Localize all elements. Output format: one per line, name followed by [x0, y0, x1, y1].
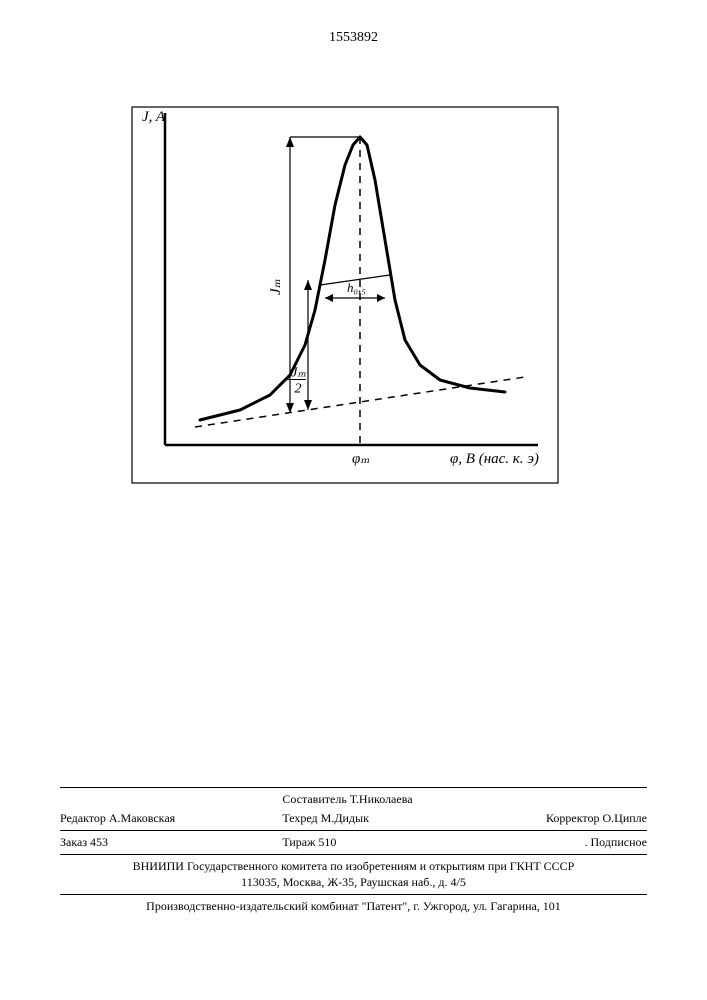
svg-text:Jₘ: Jₘ: [291, 366, 306, 381]
org-line1: ВНИИПИ Государственного комитета по изоб…: [60, 858, 647, 875]
printer-line: Производственно-издательский комбинат "П…: [60, 898, 647, 915]
voltammogram-chart: J, Aφ, В (нас. к. э)φₘJₘJₘ2h₀,₅: [130, 105, 560, 485]
svg-text:Jₘ: Jₘ: [268, 279, 284, 295]
techred-name: М.Дидык: [321, 811, 369, 825]
org-line2: 113035, Москва, Ж-35, Раушская наб., д. …: [60, 874, 647, 891]
svg-text:h₀,₅: h₀,₅: [347, 280, 366, 295]
editor-name: А.Маковская: [109, 811, 175, 825]
svg-text:φ, В (нас. к. э): φ, В (нас. к. э): [450, 451, 539, 467]
tirage: Тираж 510: [242, 834, 464, 851]
order-number: Заказ 453: [60, 834, 242, 851]
corrector-name: О.Ципле: [602, 811, 647, 825]
imprint-footer: Составитель Т.Николаева Редактор А.Маков…: [60, 784, 647, 915]
subscription: . Подписное: [465, 834, 647, 851]
page-number: 1553892: [0, 30, 707, 46]
corrector-label: Корректор: [546, 811, 600, 825]
compiler: Составитель Т.Николаева: [242, 791, 464, 808]
editor-label: Редактор: [60, 811, 106, 825]
svg-text:J, A: J, A: [142, 109, 166, 125]
techred-label: Техред: [282, 811, 317, 825]
svg-text:2: 2: [295, 382, 302, 397]
svg-text:φₘ: φₘ: [352, 451, 370, 467]
